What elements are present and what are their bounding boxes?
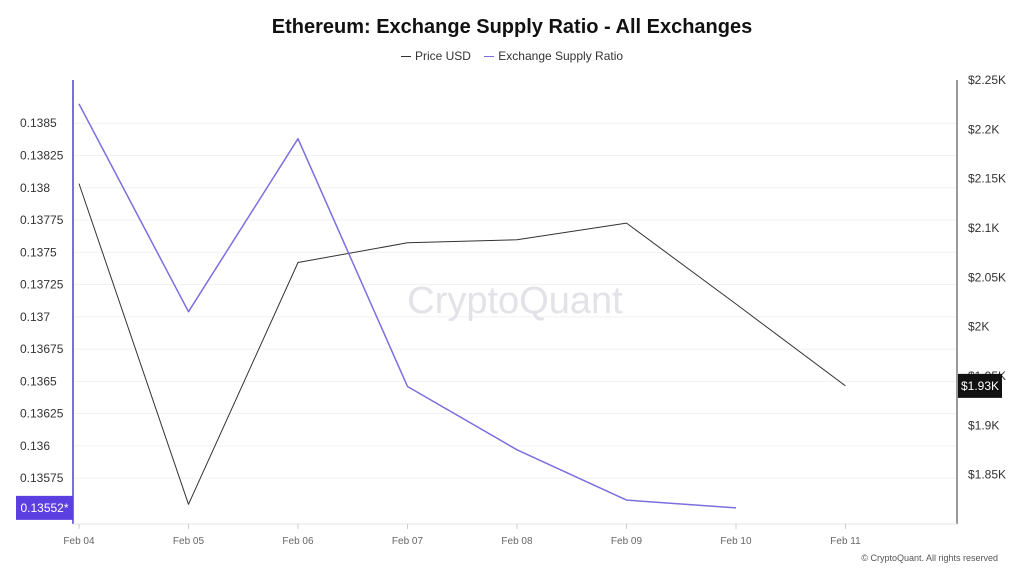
x-tick-label-4: Feb 08 [501,536,533,547]
left-tick-label-4: 0.1375 [20,245,57,259]
legend-swatch-supply-ratio [484,56,495,58]
legend-swatch-price [400,56,411,58]
left-tick-label-10: 0.136 [20,439,50,453]
left-tick-label-6: 0.137 [20,310,50,324]
left-tick-label-7: 0.13675 [20,342,64,356]
right-tick-label-7: $1.9K [968,418,999,432]
left-tick-label-9: 0.13625 [20,407,64,421]
chart-title: Ethereum: Exchange Supply Ratio - All Ex… [271,16,753,38]
right-tick-label-0: $2.25K [968,73,1006,87]
left-current-label: 0.13552* [20,501,68,515]
legend-label-supply-ratio: Exchange Supply Ratio [498,49,624,63]
x-tick-label-6: Feb 10 [720,536,752,547]
x-tick-label-5: Feb 09 [611,536,643,547]
x-tick-label-0: Feb 04 [63,536,95,547]
left-current-badge [16,495,73,520]
left-tick-label-5: 0.13725 [20,278,64,292]
x-tick-label-3: Feb 07 [392,536,424,547]
left-tick-label-0: 0.1385 [20,116,57,130]
legend-item-price[interactable]: Price USD [400,49,471,63]
right-tick-label-3: $2.1K [968,221,999,235]
legend: Price USD Exchange Supply Ratio [0,49,1024,63]
series-line-price [78,183,846,505]
right-tick-label-2: $2.15K [968,172,1006,186]
right-tick-label-5: $2K [968,320,989,334]
series-line-supply-ratio [78,103,737,509]
left-tick-label-1: 0.13825 [20,149,64,163]
copyright: © CryptoQuant. All rights reserved [861,553,998,563]
right-current-label: $1.93K [961,379,999,393]
left-tick-label-2: 0.138 [20,181,50,195]
x-tick-label-2: Feb 06 [282,536,314,547]
legend-label-price: Price USD [414,49,471,63]
watermark: CryptoQuant [407,280,623,322]
legend-item-supply-ratio[interactable]: Exchange Supply Ratio [484,49,623,63]
x-tick-label-7: Feb 11 [830,536,861,547]
right-tick-label-4: $2.05K [968,270,1006,284]
left-tick-label-11: 0.13575 [20,471,64,485]
left-tick-label-3: 0.13775 [20,213,64,227]
right-tick-label-8: $1.85K [968,468,1006,482]
right-current-badge [958,373,1002,398]
right-tick-label-1: $2.2K [968,122,999,136]
left-tick-label-8: 0.1365 [20,374,57,388]
x-tick-label-1: Feb 05 [173,536,205,547]
